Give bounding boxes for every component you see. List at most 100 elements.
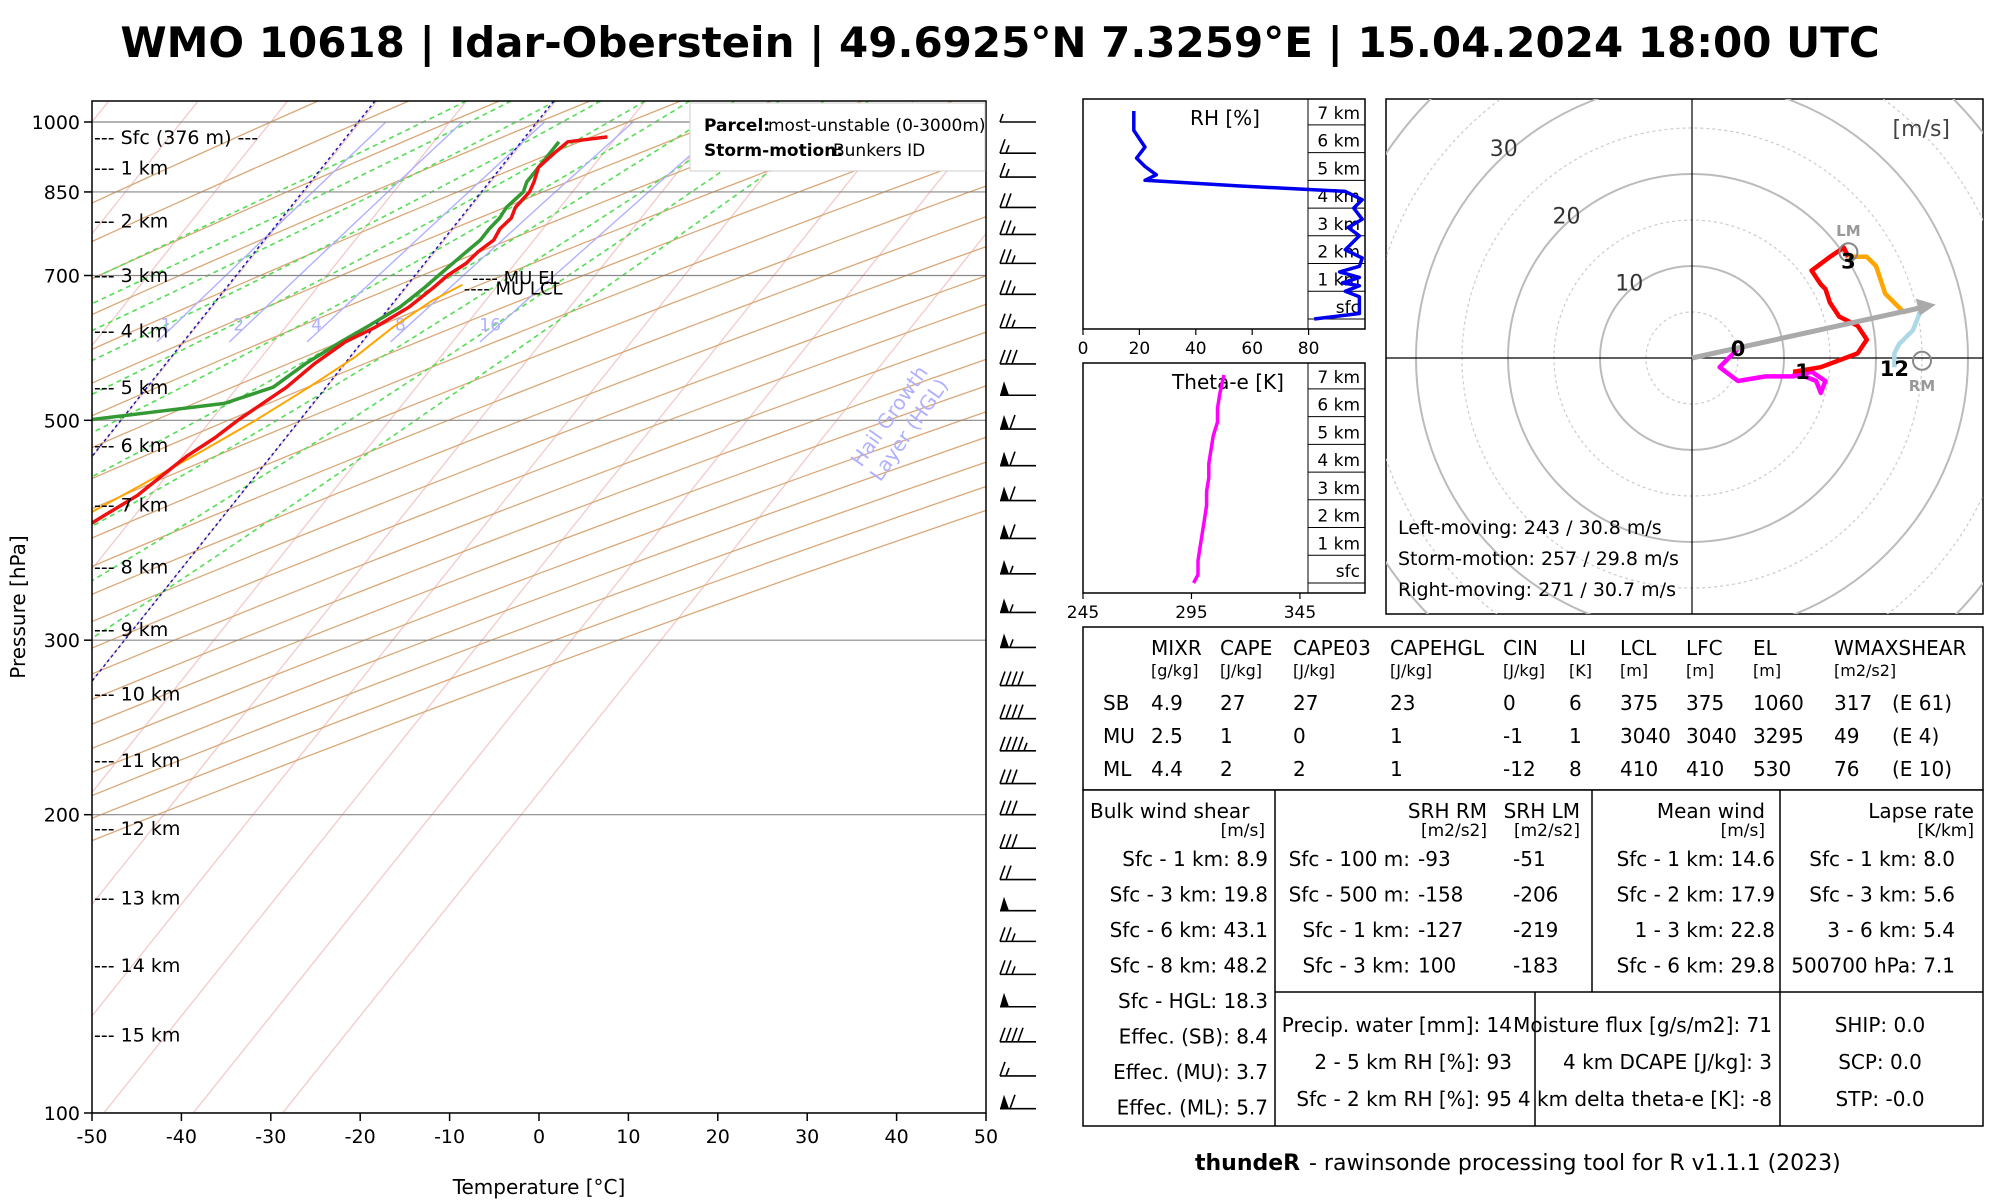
barb-full (999, 736, 1006, 752)
height-label: --- 14 km (94, 955, 180, 977)
thetae-panel: Theta-e [K] sfc 1 km 2 km 3 km 4 km 5 km 6 km 7… (1067, 362, 1366, 623)
flux-rows: Moisture flux [g/s/m2]: 71 4 km DCAPE [J/… (1513, 1013, 1772, 1111)
srh-rm-value: -93 (1418, 847, 1451, 871)
hodograph-panel: 10 20 30 40 LM RM 0 1 3 12 [m/s] Left-moving: 243… (1385, 70, 1984, 615)
barb-full (999, 162, 1006, 178)
barb-pennant (1000, 486, 1009, 501)
wind-barb (999, 113, 1036, 123)
mixing-ratio-line (156, 121, 387, 343)
lapse-rate-title: Lapse rate (1868, 799, 1974, 823)
bulk-shear-row: Sfc - 3 km: 19.8 (1110, 883, 1268, 907)
profile-x-tick-label: 20 (1129, 339, 1151, 359)
profile-x-tick-label: 345 (1284, 603, 1316, 623)
parcel-upper-line (92, 419, 257, 514)
isotherm-line (92, 101, 825, 1018)
hodo-segment (1717, 347, 1828, 396)
barb-half (1009, 604, 1014, 613)
height-label: --- 6 km (94, 435, 168, 457)
indices-cell: 0 (1293, 724, 1306, 748)
moist-adiabat-line (92, 101, 691, 434)
lm-marker (1838, 242, 1859, 263)
height-label: --- 11 km (94, 750, 180, 772)
height-label: --- Sfc (376 m) --- (94, 127, 258, 149)
dry-adiabat-line (92, 385, 986, 725)
indices-cell: (E 4) (1892, 724, 1939, 748)
indices-unit: [K] (1569, 661, 1592, 680)
srh-lm-value: -219 (1513, 918, 1558, 942)
barb-full (1005, 280, 1012, 295)
params-frame (1082, 789, 1984, 1127)
hodo-ring-label: 20 (1553, 204, 1581, 229)
indices-cell: 2 (1293, 757, 1306, 781)
bulk-shear-row: Sfc - HGL: 18.3 (1118, 989, 1268, 1013)
srh-lm-title: SRH LM (1504, 799, 1580, 823)
indices-cell: -12 (1503, 757, 1536, 781)
barb-full (1005, 1027, 1012, 1043)
thetae-frame (1082, 362, 1366, 594)
indices-cell: 76 (1834, 757, 1859, 781)
indices-cell: 375 (1686, 691, 1724, 715)
indices-unit: [J/kg] (1503, 661, 1545, 680)
indices-cell: 375 (1620, 691, 1658, 715)
composite-row: SHIP: 0.0 (1835, 1013, 1926, 1037)
wind-barb (1000, 451, 1036, 467)
annotation-label: ---- MU EL (472, 268, 560, 289)
profile-line (1192, 374, 1226, 584)
wind-barb (999, 313, 1036, 329)
barb-full (1005, 736, 1012, 752)
hodo-ring-label: 40 (1427, 70, 1455, 95)
profile-level-label: 7 km (1317, 368, 1360, 388)
indices-unit: [m] (1753, 661, 1781, 680)
isotherm-line (103, 101, 914, 1113)
mean-wind-row: 1 - 3 km: 22.8 (1635, 918, 1775, 942)
rm-label: RM (1909, 377, 1935, 395)
indices-cell: 0 (1503, 691, 1516, 715)
indices-cell: (E 10) (1892, 757, 1952, 781)
barb-half (1011, 966, 1016, 975)
wind-barb (1000, 992, 1036, 1008)
barb-full (1017, 704, 1024, 719)
indices-cell: 4.9 (1151, 691, 1183, 715)
isotherm-line (92, 101, 378, 459)
wind-barb (999, 1027, 1036, 1043)
barb-half (1023, 742, 1028, 752)
barb-full (1005, 960, 1012, 975)
barb-full (999, 193, 1006, 208)
bulk-shear-title: Bulk wind shear (1090, 799, 1250, 823)
x-tick-label: -40 (166, 1126, 197, 1148)
barb-full (1005, 349, 1012, 365)
barb-full (1005, 769, 1012, 784)
hodo-point-label: 12 (1880, 357, 1909, 381)
barb-full (999, 769, 1006, 784)
indices-unit: [J/kg] (1390, 661, 1432, 680)
bulk-shear-rows: Sfc - 1 km: 8.9 Sfc - 3 km: 19.8 Sfc - 6 k… (1110, 847, 1268, 1120)
profile-level-label: 6 km (1317, 132, 1360, 152)
x-tick-label: -30 (255, 1126, 286, 1148)
indices-cell: 3040 (1620, 724, 1671, 748)
dry-adiabat-line (92, 485, 986, 819)
barb-half (1011, 226, 1016, 235)
barb-full (999, 927, 1006, 942)
dry-adiabat-line (92, 358, 986, 701)
mean-wind-arrow (1691, 304, 1927, 361)
height-label: --- 12 km (94, 818, 180, 840)
indices-cell: 2.5 (1151, 724, 1183, 748)
legend-storm-value: Bunkers ID (833, 141, 925, 161)
indices-header: CAPEHGL (1390, 636, 1485, 660)
bulk-shear-row: Sfc - 6 km: 43.1 (1110, 918, 1268, 942)
barb-full (999, 249, 1006, 264)
height-label: --- 7 km (94, 495, 168, 517)
footer-brand: thundeR (1195, 1151, 1300, 1176)
barb-pennant (1000, 415, 1009, 430)
profile-level-label: 5 km (1317, 159, 1360, 179)
barb-pennant (1000, 896, 1009, 911)
profile-level-label: 4 km (1317, 451, 1360, 471)
wind-barb (999, 162, 1036, 178)
wind-barb (1000, 381, 1036, 397)
temperature-line (92, 135, 608, 526)
wind-barb (999, 671, 1036, 687)
hodo-frame (1385, 98, 1984, 615)
flux-row: 4 km DCAPE [J/kg]: 3 (1563, 1050, 1772, 1074)
isotherm-line (92, 101, 646, 794)
